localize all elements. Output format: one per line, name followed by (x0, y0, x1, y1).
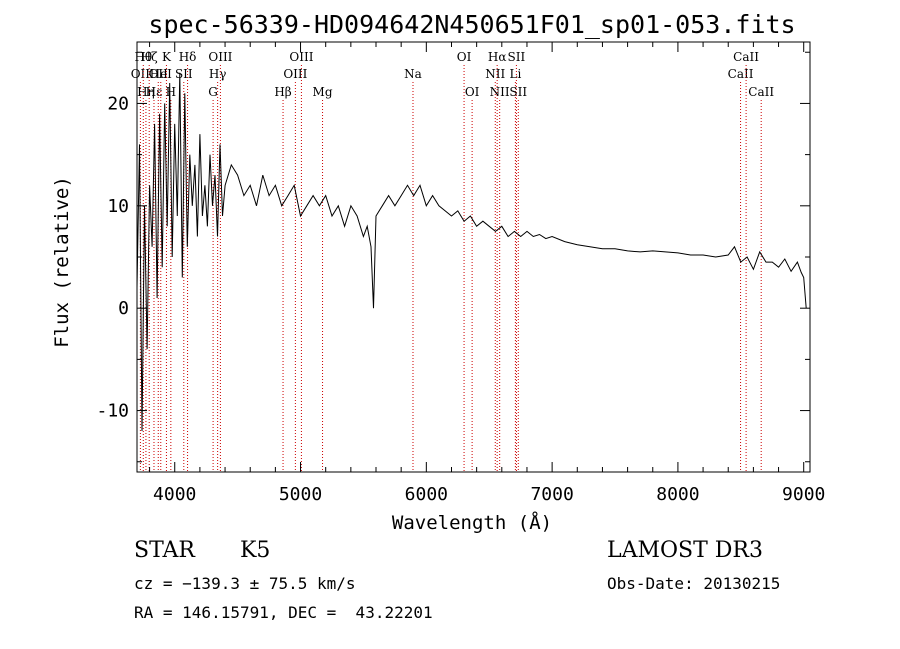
line-marker-label: Na (404, 67, 422, 81)
x-tick-label: 6000 (405, 484, 448, 505)
line-marker-label: OII (131, 67, 151, 81)
line-marker-label: OIII (283, 67, 307, 81)
line-marker-label: Mg (313, 85, 333, 99)
coordinates: RA = 146.15791, DEC = 43.22201 (134, 603, 433, 622)
line-marker-label: NII (490, 85, 510, 99)
line-marker-label: CaII (728, 67, 754, 81)
line-marker-label: Hζ (141, 50, 158, 64)
line-marker-label: Hε (146, 85, 163, 99)
line-marker-label: K (162, 50, 172, 64)
line-marker-label: OIII (208, 50, 232, 64)
x-tick-label: 7000 (530, 484, 573, 505)
x-tick-label: 4000 (153, 484, 196, 505)
object-class: STAR (134, 538, 195, 563)
line-marker-label: Hθ (134, 50, 152, 64)
x-tick-label: 5000 (279, 484, 322, 505)
line-marker-label: Hβ (274, 85, 291, 99)
y-tick-label: 0 (118, 298, 129, 319)
line-marker-label: NII (485, 67, 505, 81)
plot-frame (136, 41, 811, 473)
y-tick-labels: -10 0 10 20 (96, 93, 129, 421)
line-marker-label: Li (509, 67, 521, 81)
object-subclass: K5 (240, 538, 271, 563)
x-tick-label: 9000 (782, 484, 825, 505)
line-marker-label: H (166, 85, 176, 99)
chart-title: spec-56339-HD094642N450651F01_sp01-053.f… (148, 10, 795, 39)
survey-name: LAMOST DR3 (607, 538, 763, 563)
line-marker-label: Hη (137, 85, 155, 99)
line-marker-label: OIII (289, 50, 313, 64)
y-tick-label: -10 (96, 401, 129, 422)
redshift-velocity: cz = −139.3 ± 75.5 km/s (134, 574, 356, 593)
line-marker-label: OI (465, 85, 480, 99)
y-axis-label: Flux (relative) (51, 176, 73, 348)
axis-ticks (137, 42, 810, 472)
observation-date: Obs-Date: 20130215 (607, 574, 781, 593)
x-tick-label: 8000 (656, 484, 699, 505)
line-marker-label: SII (175, 67, 193, 81)
y-tick-label: 10 (107, 196, 129, 217)
line-marker-label: Hγ (209, 67, 227, 81)
line-marker-label: CaII (748, 85, 774, 99)
line-marker-label: Hδ (179, 50, 197, 64)
line-marker-label: CaII (733, 50, 759, 64)
x-axis-label: Wavelength (Å) (392, 511, 552, 534)
y-tick-label: 20 (107, 93, 129, 114)
line-marker-label: HeI (150, 67, 173, 81)
line-marker-label: OI (457, 50, 472, 64)
line-marker-label: OII (149, 67, 169, 81)
line-marker-label: SII (508, 50, 526, 64)
line-marker-label: SII (509, 85, 527, 99)
line-marker-label: Hα (488, 50, 507, 64)
spectrum-series-line (136, 72, 807, 432)
line-marker-label: G (208, 85, 218, 99)
x-tick-labels: 4000 5000 6000 7000 8000 9000 (153, 484, 825, 505)
